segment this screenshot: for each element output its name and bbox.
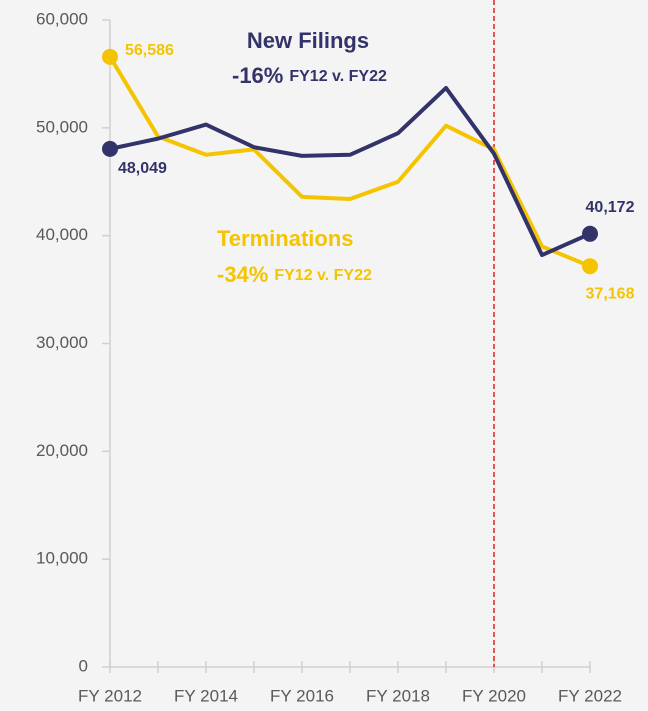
change: -16% [232, 63, 283, 88]
x-tick-label: FY 2022 [558, 686, 622, 705]
annotation: -16% FY12 v. FY22 [232, 63, 387, 88]
annotation: -34% FY12 v. FY22 [217, 262, 372, 287]
change: -34% [217, 262, 268, 287]
x-tick-label: FY 2014 [174, 686, 238, 705]
data-label: 40,172 [586, 199, 635, 216]
y-tick-label: 20,000 [36, 441, 88, 460]
x-tick-label: FY 2016 [270, 686, 334, 705]
y-tick-label: 40,000 [36, 225, 88, 244]
y-tick-label: 0 [79, 656, 88, 675]
series-line [108, 55, 591, 269]
series-line [109, 85, 591, 258]
x-tick-label: FY 2012 [78, 686, 142, 705]
y-tick-label: 60,000 [36, 9, 88, 28]
data-label: 37,168 [586, 285, 635, 302]
data-label: 56,586 [125, 42, 174, 59]
note: FY12 v. FY22 [274, 267, 372, 284]
end-marker [582, 225, 598, 242]
x-tick-label: FY 2018 [366, 686, 430, 705]
end-marker [102, 140, 118, 157]
y-tick-label: 50,000 [36, 117, 88, 136]
y-tick-label: 30,000 [36, 333, 88, 352]
note: FY12 v. FY22 [289, 68, 387, 85]
end-marker [102, 48, 118, 65]
series-title: Terminations [217, 226, 354, 251]
y-tick-label: 10,000 [36, 549, 88, 568]
series-title: New Filings [247, 28, 369, 53]
end-marker [582, 258, 598, 275]
x-tick-label: FY 2020 [462, 686, 526, 705]
data-label: 48,049 [118, 160, 167, 177]
